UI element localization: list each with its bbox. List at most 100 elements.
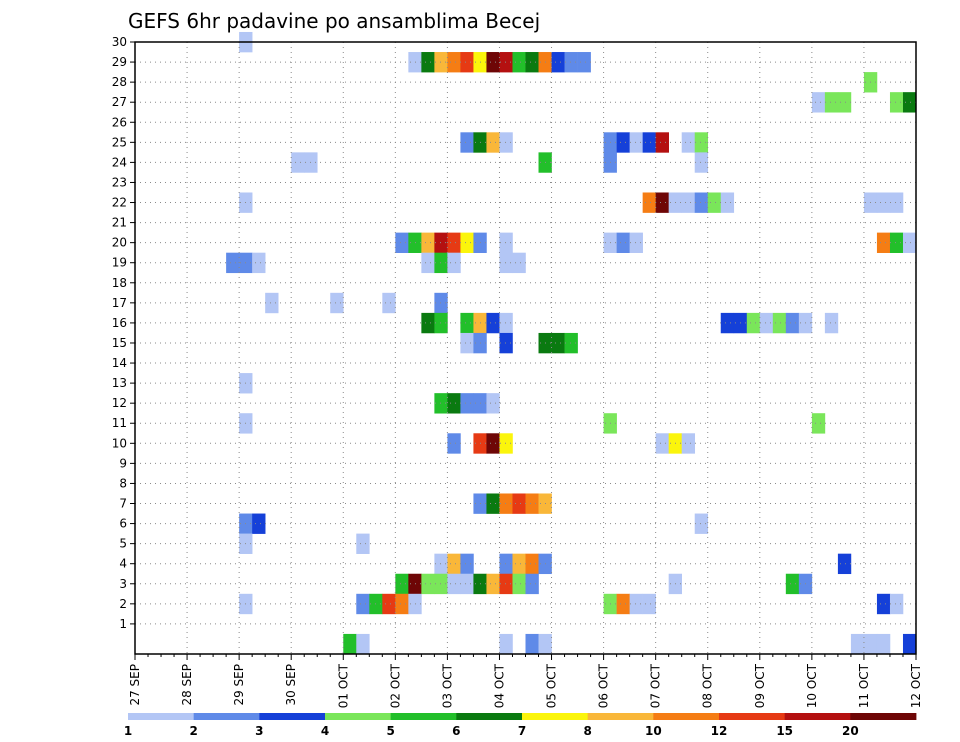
y-tick-label: 9 xyxy=(119,456,127,470)
heatmap-cell xyxy=(811,413,826,434)
y-tick-label: 27 xyxy=(112,95,127,109)
heatmap-cell xyxy=(525,553,539,575)
x-tick-label: 12 OCT xyxy=(909,663,923,708)
heatmap-cell xyxy=(330,292,344,314)
heatmap-cell xyxy=(577,52,591,73)
heatmap-cell xyxy=(629,132,643,153)
y-tick-label: 29 xyxy=(112,55,127,69)
grid-lines xyxy=(135,41,916,654)
heatmap-cell xyxy=(694,192,709,213)
y-tick-label: 4 xyxy=(119,557,127,571)
x-tick-label: 08 OCT xyxy=(701,663,715,708)
heatmap-cell xyxy=(720,192,735,213)
legend-label: 7 xyxy=(518,724,526,738)
heatmap-cell xyxy=(486,132,500,153)
y-tick-label: 13 xyxy=(112,376,127,390)
legend-label: 3 xyxy=(255,724,263,738)
y-tick-label: 28 xyxy=(112,75,127,89)
heatmap-cell xyxy=(499,132,513,153)
heatmap-cell xyxy=(655,192,669,213)
y-tick-label: 2 xyxy=(119,597,127,611)
heatmap-cell xyxy=(616,593,630,615)
legend-label: 15 xyxy=(776,724,793,738)
legend-swatch xyxy=(259,713,326,720)
heatmap-cell xyxy=(499,332,513,354)
heatmap-cell xyxy=(759,312,774,334)
x-tick-label: 28 SEP xyxy=(180,664,194,706)
legend-swatch xyxy=(456,713,523,720)
heatmap-cell xyxy=(447,393,461,414)
y-tick-label: 20 xyxy=(112,236,127,250)
heatmap-cell xyxy=(499,433,513,454)
heatmap-cell xyxy=(252,513,266,534)
x-tick-label: 07 OCT xyxy=(649,663,663,708)
heatmap-cell xyxy=(447,573,461,595)
heatmap-cell xyxy=(889,92,904,113)
heatmap-cell xyxy=(460,232,474,253)
heatmap-cell xyxy=(382,292,396,314)
x-axis: 27 SEP 28 SEP 29 SEP 30 SEP 01 OCT 02 OCT 03 O… xyxy=(128,654,923,708)
heatmap-cell xyxy=(525,573,539,595)
heatmap-cell xyxy=(447,232,461,253)
heatmap-cell xyxy=(460,573,474,595)
heatmap-cell xyxy=(356,593,370,615)
y-tick-label: 5 xyxy=(119,537,127,551)
heatmap-cell xyxy=(499,52,513,73)
heatmap-cell xyxy=(395,593,409,615)
legend-label: 1 xyxy=(124,724,132,738)
y-tick-label: 6 xyxy=(119,517,127,531)
heatmap-cell xyxy=(434,232,448,253)
heatmap-cell xyxy=(525,52,539,73)
y-tick-label: 25 xyxy=(112,135,127,149)
heatmap-cell xyxy=(486,52,500,73)
heatmap-cell xyxy=(876,232,891,253)
heatmap-cell xyxy=(889,593,904,615)
heatmap-cell xyxy=(382,593,396,615)
heatmap-cell xyxy=(681,433,696,454)
heatmap-cell xyxy=(681,192,696,213)
y-tick-label: 7 xyxy=(119,497,127,511)
heatmap-cell xyxy=(460,52,474,73)
y-tick-label: 24 xyxy=(112,155,127,169)
x-tick-label: 01 OCT xyxy=(336,663,350,708)
heatmap-cell xyxy=(512,252,526,274)
y-tick-label: 21 xyxy=(112,216,127,230)
heatmap-cell xyxy=(486,312,500,334)
heatmap-cell xyxy=(642,132,656,153)
heatmap-cell xyxy=(226,252,240,274)
legend-label: 12 xyxy=(711,724,728,738)
heatmap-cell xyxy=(447,252,461,274)
heatmap-cell xyxy=(720,312,735,334)
x-tick-label: 27 SEP xyxy=(128,664,142,706)
y-tick-label: 11 xyxy=(112,416,127,430)
heatmap-cell xyxy=(785,312,800,334)
heatmap-cell xyxy=(707,192,722,213)
heatmap-cell xyxy=(655,433,669,454)
heatmap-cell xyxy=(486,573,500,595)
heatmap-cell xyxy=(499,633,513,655)
heatmap-cell xyxy=(434,553,448,575)
y-tick-label: 14 xyxy=(112,356,127,370)
heatmap-cell xyxy=(538,633,552,655)
heatmap-cell xyxy=(876,192,891,213)
x-tick-label: 06 OCT xyxy=(597,663,611,708)
heatmap-cell xyxy=(850,633,865,655)
heatmap-cell xyxy=(434,52,448,73)
y-tick-label: 1 xyxy=(119,617,127,631)
heatmap-cell xyxy=(694,152,709,173)
legend-label: 10 xyxy=(645,724,662,738)
x-tick-label: 09 OCT xyxy=(753,663,767,708)
legend-swatch xyxy=(653,713,720,720)
heatmap-cell xyxy=(486,493,500,514)
x-tick-label: 03 OCT xyxy=(440,663,454,708)
heatmap-cell xyxy=(512,553,526,575)
heatmap-cell xyxy=(876,633,891,655)
heatmap-cell xyxy=(421,252,435,274)
x-tick-label: 02 OCT xyxy=(388,663,402,708)
heatmap-cell xyxy=(434,252,448,274)
heatmap-cell xyxy=(499,553,513,575)
heatmap-cell xyxy=(902,232,917,253)
heatmap-cell xyxy=(421,312,435,334)
heatmap-cell xyxy=(629,593,643,615)
heatmap-cell xyxy=(356,633,370,655)
